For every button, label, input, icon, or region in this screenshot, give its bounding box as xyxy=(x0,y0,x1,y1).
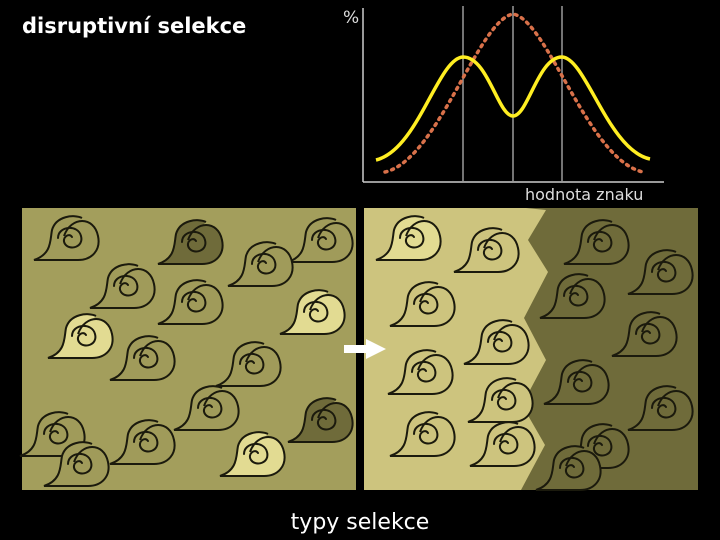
footer-caption: typy selekce xyxy=(290,510,430,535)
y-axis-label: % xyxy=(343,8,359,28)
right-arrow-icon xyxy=(344,339,386,359)
original-distribution-curve xyxy=(383,12,645,174)
x-axis-label: hodnota znaku xyxy=(525,185,643,204)
slide-title: disruptivní selekce xyxy=(22,14,247,38)
frequency-graph: % hodnota znaku xyxy=(343,6,664,204)
bimodal-distribution-curve xyxy=(375,55,651,162)
